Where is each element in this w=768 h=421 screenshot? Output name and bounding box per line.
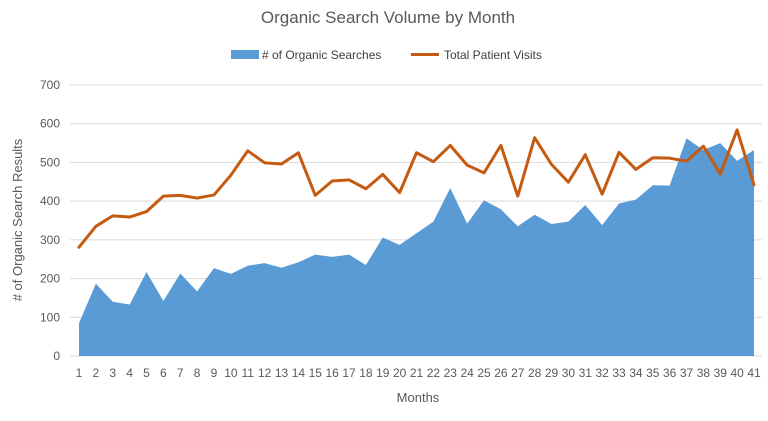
x-tick-label-7: 7 (177, 366, 184, 380)
x-tick-label-23: 23 (444, 366, 458, 380)
x-tick-label-10: 10 (224, 366, 238, 380)
x-tick-label-6: 6 (160, 366, 167, 380)
x-tick-label-18: 18 (359, 366, 373, 380)
x-tick-label-26: 26 (494, 366, 508, 380)
series-area-organic-searches (79, 138, 754, 356)
x-tick-label-39: 39 (714, 366, 728, 380)
x-tick-label-4: 4 (126, 366, 133, 380)
x-tick-label-3: 3 (109, 366, 116, 380)
y-tick-label-0: 0 (53, 349, 60, 363)
x-tick-label-9: 9 (211, 366, 218, 380)
x-axis-title: Months (397, 390, 440, 405)
y-tick-label-500: 500 (40, 155, 60, 169)
x-tick-label-25: 25 (477, 366, 491, 380)
x-tick-label-2: 2 (93, 366, 100, 380)
x-tick-label-11: 11 (242, 366, 255, 380)
x-tick-label-29: 29 (545, 366, 559, 380)
x-tick-label-36: 36 (663, 366, 677, 380)
x-tick-label-32: 32 (595, 366, 609, 380)
y-tick-label-300: 300 (40, 233, 60, 247)
x-tick-label-1: 1 (76, 366, 83, 380)
y-tick-label-400: 400 (40, 194, 60, 208)
y-axis-tick-labels: 0 100 200 300 400 500 600 700 (40, 78, 60, 363)
x-tick-label-28: 28 (528, 366, 542, 380)
x-tick-label-13: 13 (275, 366, 289, 380)
x-tick-label-37: 37 (680, 366, 694, 380)
organic-searches-area-layer (79, 138, 754, 356)
x-tick-label-31: 31 (579, 366, 593, 380)
x-tick-label-34: 34 (629, 366, 643, 380)
x-axis-tick-labels: 1 2 3 4 5 6 7 8 9 10 11 12 13 14 15 16 17 18 19 20 21 22 23 24 2… (76, 366, 761, 380)
x-tick-label-41: 41 (747, 366, 761, 380)
y-tick-label-100: 100 (40, 310, 60, 324)
x-tick-label-35: 35 (646, 366, 660, 380)
x-tick-label-12: 12 (258, 366, 272, 380)
x-tick-label-15: 15 (309, 366, 323, 380)
y-axis-title: # of Organic Search Results (10, 138, 25, 301)
x-tick-label-14: 14 (292, 366, 306, 380)
legend-label-patient-visits: Total Patient Visits (444, 48, 542, 62)
x-tick-label-40: 40 (730, 366, 744, 380)
x-tick-label-16: 16 (325, 366, 339, 380)
x-tick-label-30: 30 (562, 366, 576, 380)
x-tick-label-27: 27 (511, 366, 525, 380)
y-tick-label-200: 200 (40, 272, 60, 286)
x-tick-label-24: 24 (460, 366, 474, 380)
x-tick-label-8: 8 (194, 366, 201, 380)
legend: # of Organic Searches Total Patient Visi… (231, 48, 542, 62)
patient-visits-line-layer (77, 128, 756, 249)
y-tick-label-700: 700 (40, 78, 60, 92)
series-line-patient-visits (77, 128, 756, 249)
legend-swatch-organic-searches (231, 50, 259, 59)
x-tick-label-19: 19 (376, 366, 390, 380)
legend-label-organic-searches: # of Organic Searches (262, 48, 381, 62)
chart-title: Organic Search Volume by Month (261, 8, 515, 27)
x-tick-label-22: 22 (427, 366, 441, 380)
x-tick-label-20: 20 (393, 366, 407, 380)
y-tick-label-600: 600 (40, 117, 60, 131)
x-tick-label-38: 38 (697, 366, 711, 380)
x-tick-label-5: 5 (143, 366, 150, 380)
x-tick-label-33: 33 (612, 366, 626, 380)
x-tick-label-17: 17 (342, 366, 356, 380)
x-tick-label-21: 21 (410, 366, 424, 380)
